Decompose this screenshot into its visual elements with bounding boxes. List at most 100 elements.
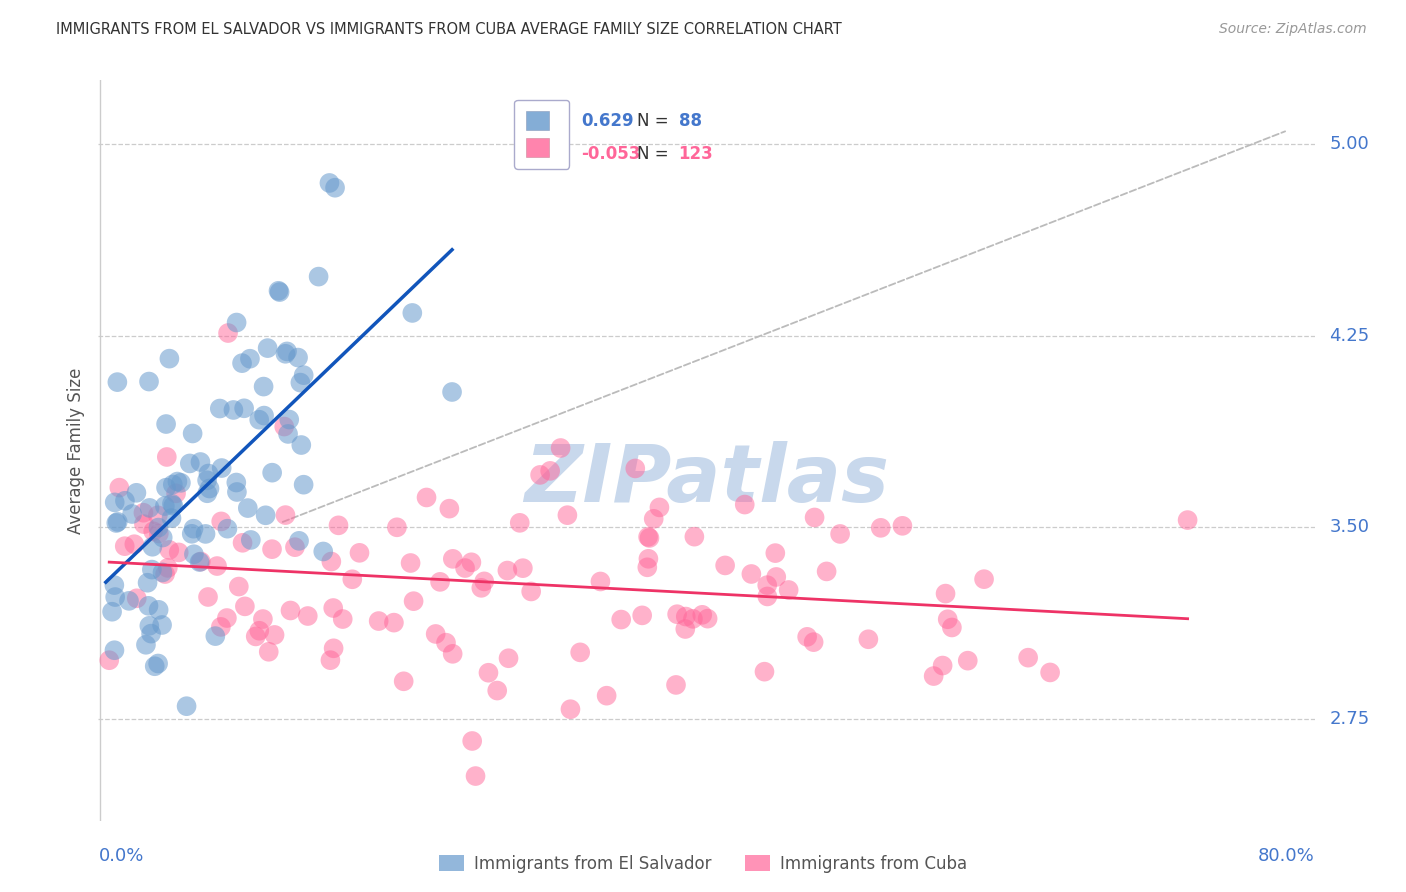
Point (239, 533, 262, 547)
Point (233, 401, 256, 416)
Point (190, 555, 212, 569)
Point (756, 578, 779, 592)
Point (136, 575, 159, 590)
Text: R =: R = (533, 145, 568, 163)
Point (756, 590, 779, 604)
Point (637, 551, 659, 566)
Text: 123: 123 (679, 145, 713, 163)
Point (1039, 665, 1062, 680)
Point (464, 769, 486, 783)
Text: 0.629: 0.629 (581, 112, 634, 130)
Point (931, 658, 953, 673)
Point (638, 531, 661, 545)
Text: 0.0%: 0.0% (98, 847, 143, 864)
Point (429, 574, 451, 589)
Point (114, 493, 136, 508)
Point (125, 485, 148, 500)
Point (321, 555, 343, 569)
Point (166, 475, 188, 489)
Point (160, 511, 183, 525)
Point (323, 180, 346, 194)
Point (141, 563, 163, 577)
Point (973, 572, 995, 586)
Point (157, 351, 180, 366)
Point (180, 526, 202, 541)
Point (454, 561, 477, 575)
Text: -0.053: -0.053 (581, 145, 641, 163)
Point (778, 582, 800, 597)
Point (636, 560, 658, 574)
Text: 80.0%: 80.0% (1258, 847, 1315, 864)
Point (740, 566, 762, 581)
Point (666, 607, 689, 622)
Point (274, 347, 297, 361)
Point (441, 552, 464, 566)
Text: IMMIGRANTS FROM EL SALVADOR VS IMMIGRANTS FROM CUBA AVERAGE FAMILY SIZE CORRELAT: IMMIGRANTS FROM EL SALVADOR VS IMMIGRANT… (56, 22, 842, 37)
Point (153, 567, 176, 582)
Point (714, 558, 737, 573)
Point (470, 581, 492, 595)
Point (257, 645, 280, 659)
Point (765, 570, 787, 584)
Point (138, 375, 160, 389)
Point (167, 545, 190, 559)
Point (143, 659, 166, 673)
Point (683, 530, 706, 544)
Point (648, 500, 671, 515)
Point (477, 665, 499, 680)
Text: N =: N = (637, 145, 673, 163)
Point (195, 473, 218, 487)
Point (260, 542, 283, 557)
Point (155, 481, 177, 495)
Point (247, 413, 270, 427)
Point (209, 620, 232, 634)
Point (125, 591, 148, 606)
Text: 88: 88 (679, 112, 702, 130)
Point (190, 455, 212, 469)
Point (225, 475, 247, 490)
Point (1177, 513, 1199, 527)
Point (277, 426, 299, 441)
Point (472, 574, 495, 589)
Point (197, 590, 219, 604)
Point (610, 613, 633, 627)
Point (226, 485, 249, 500)
Point (290, 376, 312, 390)
Point (150, 618, 173, 632)
Text: N =: N = (637, 112, 673, 130)
Point (132, 506, 155, 520)
Point (211, 461, 233, 475)
Point (461, 734, 484, 748)
Point (815, 565, 838, 579)
Point (98, 653, 121, 667)
Point (156, 561, 179, 575)
Point (157, 543, 180, 558)
Point (538, 464, 561, 478)
Point (146, 508, 169, 523)
Point (254, 508, 277, 523)
Point (637, 530, 659, 544)
Point (101, 605, 124, 619)
Point (425, 627, 447, 641)
Point (188, 555, 211, 569)
Text: 3.50: 3.50 (1329, 518, 1369, 536)
Point (225, 316, 247, 330)
Point (550, 441, 572, 455)
Point (288, 533, 311, 548)
Point (170, 475, 193, 490)
Point (162, 499, 184, 513)
Point (253, 409, 276, 423)
Point (165, 486, 187, 500)
Point (284, 540, 307, 554)
Point (142, 524, 165, 539)
Point (560, 702, 582, 716)
Point (763, 546, 786, 560)
Point (936, 612, 959, 626)
Point (318, 176, 340, 190)
Point (1017, 650, 1039, 665)
Point (624, 461, 647, 475)
Point (231, 356, 253, 370)
Point (267, 284, 290, 298)
Point (183, 522, 205, 536)
Point (869, 521, 891, 535)
